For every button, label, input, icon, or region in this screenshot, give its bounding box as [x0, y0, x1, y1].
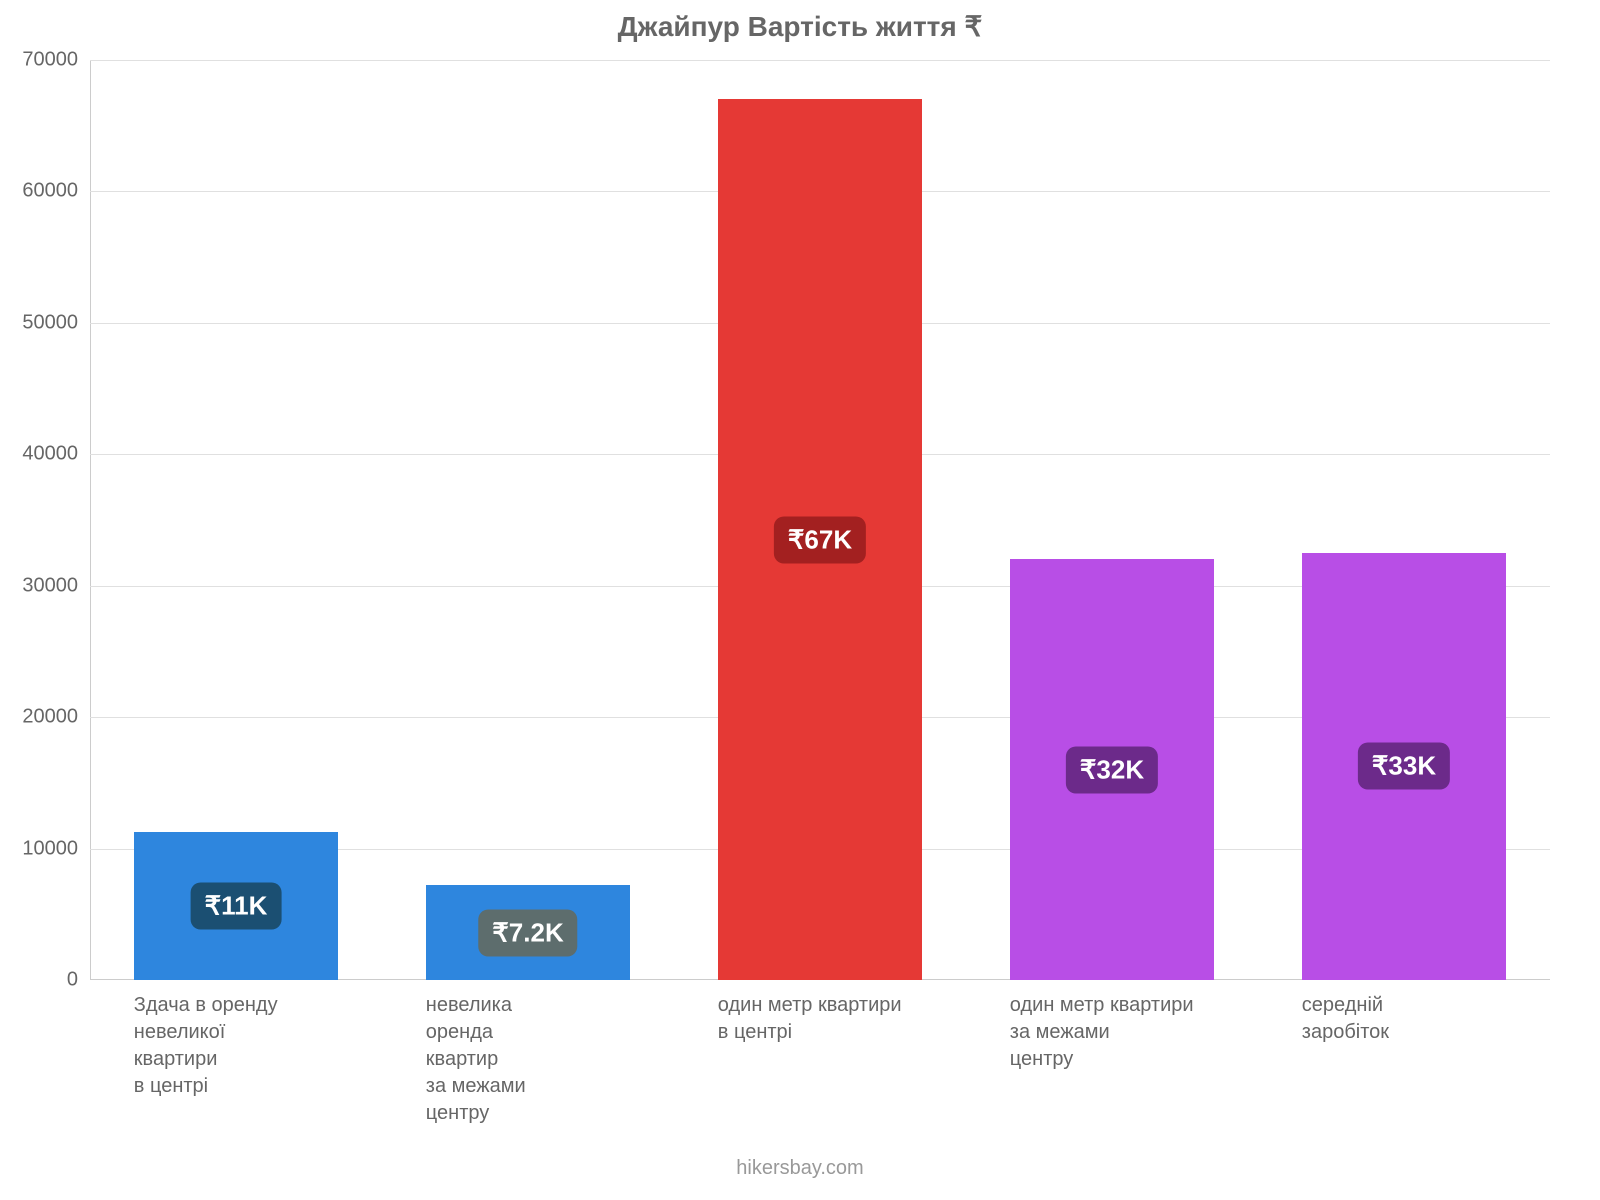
x-tick-label: один метр квартири за межами центру [1010, 980, 1214, 1073]
y-tick-label: 40000 [22, 443, 90, 466]
plot-area: 010000200003000040000500006000070000₹11K… [90, 60, 1550, 980]
x-tick-label: один метр квартири в центрі [718, 980, 922, 1046]
chart-container: Джайпур Вартість життя ₹ 010000200003000… [0, 0, 1600, 1200]
y-tick-label: 30000 [22, 574, 90, 597]
value-badge: ₹67K [774, 516, 866, 563]
value-badge: ₹33K [1358, 743, 1450, 790]
chart-title: Джайпур Вартість життя ₹ [0, 10, 1600, 43]
y-tick-label: 10000 [22, 837, 90, 860]
chart-footer: hikersbay.com [0, 1157, 1600, 1180]
y-grid-line [90, 60, 1550, 61]
y-tick-label: 70000 [22, 49, 90, 72]
y-tick-label: 60000 [22, 180, 90, 203]
y-tick-label: 50000 [22, 311, 90, 334]
y-tick-label: 20000 [22, 706, 90, 729]
y-axis-line [90, 60, 91, 980]
value-badge: ₹11K [191, 882, 282, 929]
value-badge: ₹7.2K [478, 909, 577, 956]
x-tick-label: середній заробіток [1302, 980, 1506, 1046]
y-tick-label: 0 [67, 969, 90, 992]
value-badge: ₹32K [1066, 746, 1158, 793]
x-tick-label: Здача в оренду невеликої квартири в цент… [134, 980, 338, 1100]
x-tick-label: невелика оренда квартир за межами центру [426, 980, 630, 1127]
